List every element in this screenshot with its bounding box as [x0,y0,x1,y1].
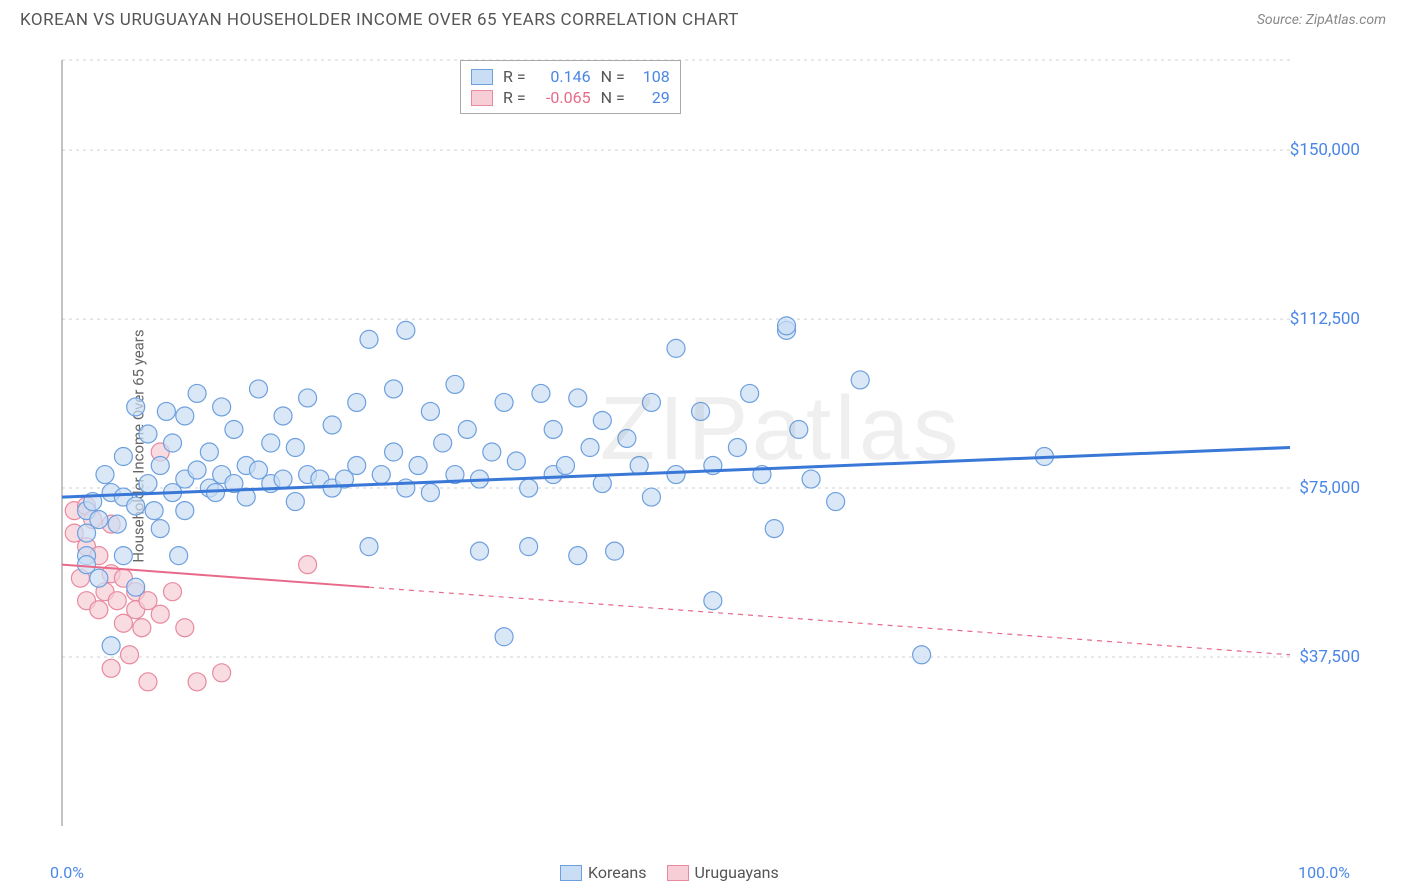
r-value: -0.065 [536,88,591,107]
x-tick-label-max: 100.0% [1298,863,1350,882]
n-label: N = [601,67,625,86]
svg-text:$112,500: $112,500 [1290,309,1360,329]
chart-area: $37,500$75,000$112,500$150,000 ZIPatlas … [60,58,1390,828]
legend-row: R = 0.146 N = 108 [471,67,670,86]
series-legend: Koreans Uruguayans [560,863,779,882]
legend-label: Uruguayans [695,863,779,882]
chart-title: KOREAN VS URUGUAYAN HOUSEHOLDER INCOME O… [20,10,739,30]
svg-text:$37,500: $37,500 [1299,647,1360,667]
svg-text:$150,000: $150,000 [1290,140,1360,160]
legend-swatch-koreans [471,69,493,85]
legend-swatch-uruguayans [667,865,689,881]
source-label: Source: ZipAtlas.com [1257,12,1386,28]
r-label: R = [503,67,526,86]
r-value: 0.146 [536,67,591,86]
scatter-plot: $37,500 $75,000 $112,500 $150,000 [60,58,1390,828]
legend-swatch-koreans [560,865,582,881]
legend-item: Uruguayans [667,863,779,882]
x-tick-label-min: 0.0% [50,863,84,882]
legend-item: Koreans [560,863,647,882]
svg-text:$75,000: $75,000 [1299,478,1360,498]
correlation-legend: R = 0.146 N = 108 R = -0.065 N = 29 [460,60,681,114]
n-value: 108 [635,67,670,86]
header-bar: KOREAN VS URUGUAYAN HOUSEHOLDER INCOME O… [0,0,1406,30]
n-label: N = [601,88,625,107]
r-label: R = [503,88,526,107]
n-value: 29 [635,88,670,107]
legend-row: R = -0.065 N = 29 [471,88,670,107]
legend-label: Koreans [588,863,647,882]
legend-swatch-uruguayans [471,90,493,106]
